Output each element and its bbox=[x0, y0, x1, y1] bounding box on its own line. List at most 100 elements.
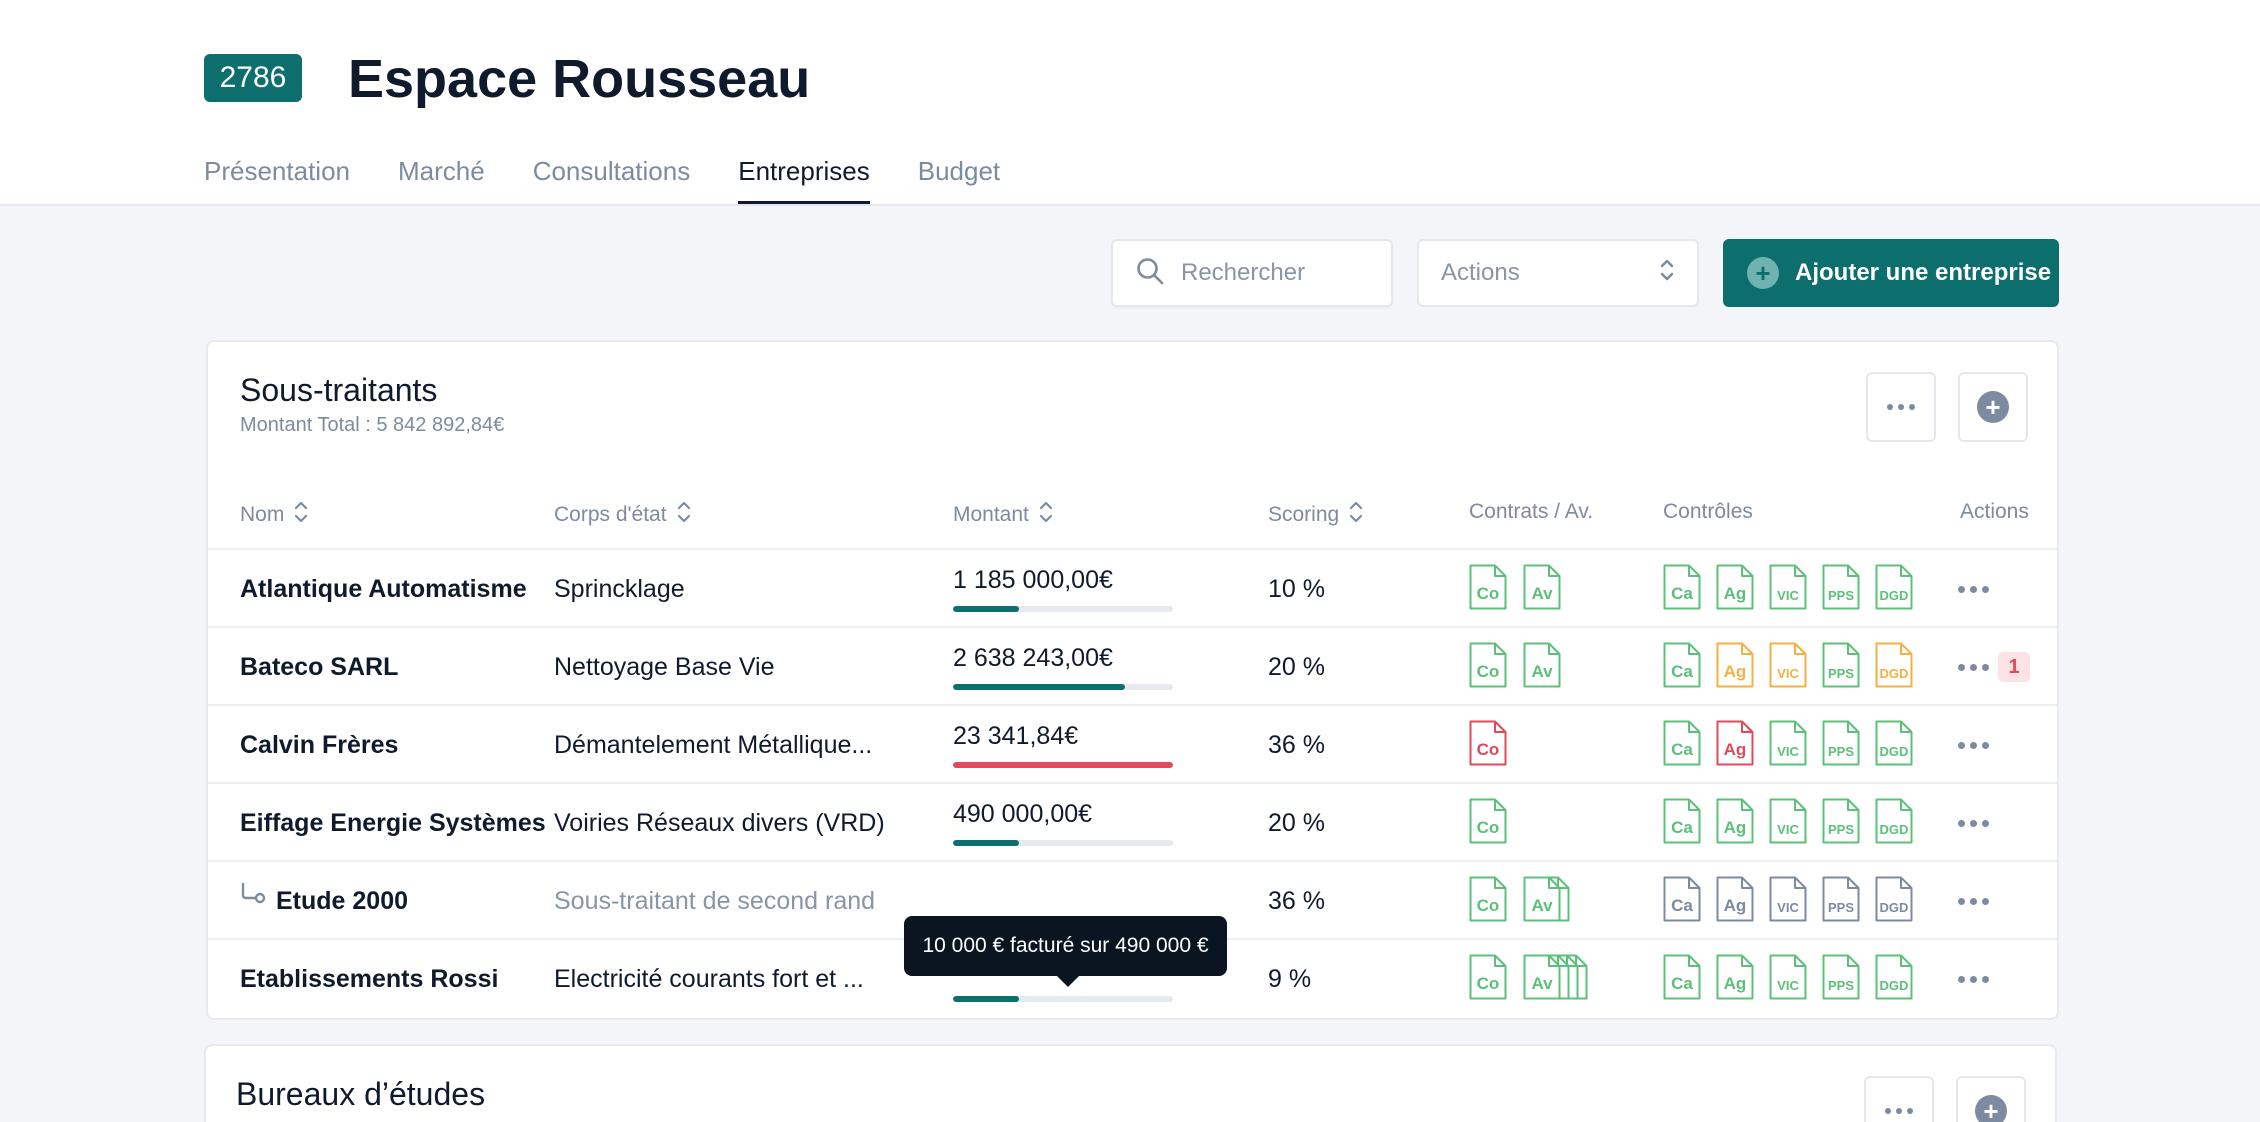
document-pps-icon[interactable]: PPS bbox=[1822, 876, 1860, 922]
sort-icon bbox=[1349, 500, 1363, 530]
document-vic-icon[interactable]: VIC bbox=[1769, 720, 1807, 766]
document-pps-icon[interactable]: PPS bbox=[1822, 954, 1860, 1000]
company-name[interactable]: Calvin Frères bbox=[240, 706, 398, 784]
billing-progress-bar[interactable] bbox=[953, 606, 1173, 612]
document-av-icon[interactable]: Av bbox=[1523, 876, 1570, 922]
table-row[interactable]: Etude 2000 Sous-traitant de second rand 36… bbox=[208, 860, 2057, 938]
document-av-icon[interactable]: Av bbox=[1523, 954, 1588, 1000]
contracts-cell: Co Av bbox=[1469, 564, 1561, 610]
company-name[interactable]: Etude 2000 bbox=[240, 862, 408, 940]
document-label: PPS bbox=[1827, 978, 1854, 993]
billing-progress-bar[interactable] bbox=[953, 996, 1173, 1002]
section-add-button[interactable]: + bbox=[1956, 1076, 2026, 1122]
document-ca-icon[interactable]: Ca bbox=[1663, 642, 1701, 688]
document-dgd-icon[interactable]: DGD bbox=[1875, 720, 1913, 766]
document-co-icon[interactable]: Co bbox=[1469, 876, 1507, 922]
company-name[interactable]: Eiffage Energie Systèmes bbox=[240, 784, 546, 862]
document-co-icon[interactable]: Co bbox=[1469, 720, 1507, 766]
document-co-icon[interactable]: Co bbox=[1469, 642, 1507, 688]
table-row[interactable]: Atlantique Automatisme Sprincklage 1 185 0… bbox=[208, 548, 2057, 626]
column-header-nom[interactable]: Nom bbox=[240, 500, 308, 530]
row-more-button[interactable] bbox=[1958, 976, 1989, 983]
tab-budget[interactable]: Budget bbox=[917, 156, 1001, 186]
scoring-cell: 36 % bbox=[1268, 730, 1325, 759]
document-ca-icon[interactable]: Ca bbox=[1663, 564, 1701, 610]
page-title: Espace Rousseau bbox=[348, 49, 811, 109]
tab-presentation[interactable]: Présentation bbox=[204, 156, 350, 186]
column-header-corps[interactable]: Corps d'état bbox=[554, 500, 691, 530]
trade-cell: Nettoyage Base Vie bbox=[554, 652, 775, 681]
table-row[interactable]: Eiffage Energie Systèmes Voiries Réseaux … bbox=[208, 782, 2057, 860]
table-row[interactable]: Calvin Frères Démantelement Métallique...… bbox=[208, 704, 2057, 782]
billing-progress-bar[interactable] bbox=[953, 762, 1173, 768]
section-total: Montant Total : 5 842 892,84€ bbox=[240, 414, 505, 436]
document-av-icon[interactable]: Av bbox=[1523, 564, 1561, 610]
row-more-button[interactable] bbox=[1958, 898, 1989, 905]
amount-value: 1 185 000,00€ bbox=[953, 566, 1113, 594]
subcontractors-card: Sous-traitants Montant Total : 5 842 892… bbox=[206, 340, 2059, 1020]
document-ag-icon[interactable]: Ag bbox=[1716, 798, 1754, 844]
document-label: Av bbox=[1531, 584, 1553, 603]
document-av-icon[interactable]: Av bbox=[1523, 642, 1561, 688]
document-dgd-icon[interactable]: DGD bbox=[1875, 876, 1913, 922]
tab-marche[interactable]: Marché bbox=[397, 156, 485, 186]
tab-entreprises[interactable]: Entreprises bbox=[738, 156, 870, 204]
document-pps-icon[interactable]: PPS bbox=[1822, 798, 1860, 844]
tab-consultations[interactable]: Consultations bbox=[532, 156, 691, 186]
column-header-scoring[interactable]: Scoring bbox=[1268, 500, 1363, 530]
row-more-button[interactable] bbox=[1958, 820, 1989, 827]
document-vic-icon[interactable]: VIC bbox=[1769, 876, 1807, 922]
actions-select[interactable]: Actions bbox=[1417, 239, 1699, 307]
table-row[interactable]: Bateco SARL Nettoyage Base Vie 2 638 243,0… bbox=[208, 626, 2057, 704]
document-dgd-icon[interactable]: DGD bbox=[1875, 954, 1913, 1000]
section-add-button[interactable]: + bbox=[1958, 372, 2028, 442]
billing-progress-bar[interactable] bbox=[953, 684, 1173, 690]
document-co-icon[interactable]: Co bbox=[1469, 564, 1507, 610]
document-vic-icon[interactable]: VIC bbox=[1769, 564, 1807, 610]
progress-fill bbox=[953, 606, 1019, 612]
document-co-icon[interactable]: Co bbox=[1469, 798, 1507, 844]
company-name[interactable]: Bateco SARL bbox=[240, 628, 398, 706]
document-label: Ca bbox=[1671, 818, 1693, 837]
billing-progress-bar[interactable] bbox=[953, 840, 1173, 846]
document-vic-icon[interactable]: VIC bbox=[1769, 642, 1807, 688]
section-more-button[interactable] bbox=[1864, 1076, 1934, 1122]
search-box[interactable] bbox=[1111, 239, 1393, 307]
column-header-montant[interactable]: Montant bbox=[953, 500, 1053, 530]
document-ag-icon[interactable]: Ag bbox=[1716, 876, 1754, 922]
document-pps-icon[interactable]: PPS bbox=[1822, 564, 1860, 610]
document-pps-icon[interactable]: PPS bbox=[1822, 720, 1860, 766]
document-ag-icon[interactable]: Ag bbox=[1716, 720, 1754, 766]
document-vic-icon[interactable]: VIC bbox=[1769, 798, 1807, 844]
section-more-button[interactable] bbox=[1866, 372, 1936, 442]
sort-icon bbox=[294, 500, 308, 530]
document-label: VIC bbox=[1777, 822, 1799, 837]
document-dgd-icon[interactable]: DGD bbox=[1875, 564, 1913, 610]
design-offices-card: Bureaux d’études + bbox=[204, 1044, 2057, 1122]
document-ag-icon[interactable]: Ag bbox=[1716, 642, 1754, 688]
progress-fill bbox=[953, 762, 1173, 768]
document-dgd-icon[interactable]: DGD bbox=[1875, 798, 1913, 844]
document-dgd-icon[interactable]: DGD bbox=[1875, 642, 1913, 688]
add-company-button[interactable]: + Ajouter une entreprise bbox=[1723, 239, 2059, 307]
document-pps-icon[interactable]: PPS bbox=[1822, 642, 1860, 688]
document-ca-icon[interactable]: Ca bbox=[1663, 720, 1701, 766]
document-ca-icon[interactable]: Ca bbox=[1663, 954, 1701, 1000]
company-name[interactable]: Etablissements Rossi bbox=[240, 940, 498, 1018]
row-more-button[interactable] bbox=[1958, 664, 1989, 671]
document-ca-icon[interactable]: Ca bbox=[1663, 798, 1701, 844]
row-more-button[interactable] bbox=[1958, 742, 1989, 749]
document-label: PPS bbox=[1827, 822, 1854, 837]
document-ag-icon[interactable]: Ag bbox=[1716, 564, 1754, 610]
document-vic-icon[interactable]: VIC bbox=[1769, 954, 1807, 1000]
search-input[interactable] bbox=[1181, 259, 1371, 287]
document-ca-icon[interactable]: Ca bbox=[1663, 876, 1701, 922]
row-more-button[interactable] bbox=[1958, 586, 1989, 593]
progress-fill bbox=[953, 840, 1019, 846]
document-ag-icon[interactable]: Ag bbox=[1716, 954, 1754, 1000]
sort-icon bbox=[1039, 500, 1053, 530]
trade-cell: Electricité courants fort et ... bbox=[554, 964, 864, 993]
amount-cell: 23 341,84€ bbox=[953, 722, 1173, 768]
company-name[interactable]: Atlantique Automatisme bbox=[240, 550, 527, 628]
document-co-icon[interactable]: Co bbox=[1469, 954, 1507, 1000]
